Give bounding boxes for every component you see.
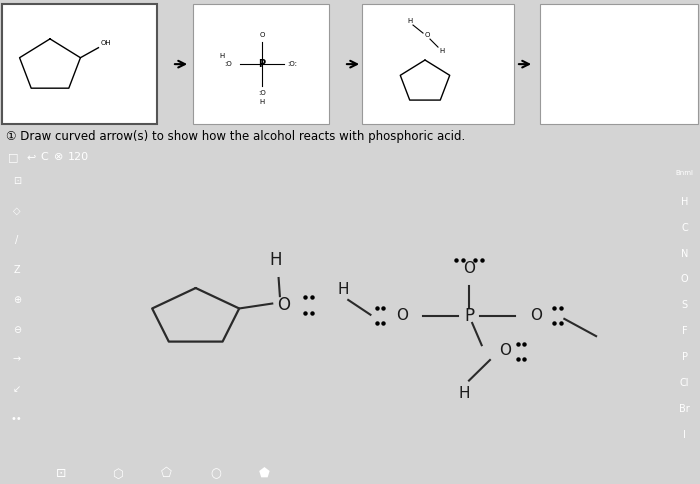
Text: ⬡: ⬡: [112, 468, 123, 480]
Text: P: P: [258, 59, 265, 69]
Text: /: /: [15, 235, 18, 245]
Text: O: O: [463, 261, 475, 276]
Text: O: O: [530, 308, 542, 323]
Text: C: C: [681, 223, 688, 233]
Text: ◇: ◇: [13, 206, 20, 216]
Text: H: H: [458, 385, 470, 400]
Text: O: O: [681, 274, 688, 285]
Text: F: F: [682, 326, 687, 336]
Bar: [540, 4, 698, 124]
Text: □: □: [8, 152, 19, 162]
Text: ••: ••: [11, 414, 22, 424]
Text: ⊕: ⊕: [13, 295, 21, 305]
Text: H: H: [260, 99, 265, 105]
Bar: [362, 4, 514, 124]
Text: H: H: [337, 282, 349, 297]
Text: ⊖: ⊖: [13, 325, 21, 335]
Text: :O: :O: [258, 90, 266, 96]
Text: →: →: [13, 354, 21, 364]
Text: O: O: [499, 344, 511, 359]
Text: Br: Br: [679, 404, 690, 414]
Text: ① Draw curved arrow(s) to show how the alcohol reacts with phosphoric acid.: ① Draw curved arrow(s) to show how the a…: [6, 130, 465, 143]
Text: ⊡: ⊡: [56, 468, 66, 480]
Text: :O:: :O:: [287, 61, 297, 67]
Text: O: O: [259, 32, 265, 38]
Text: O: O: [424, 32, 430, 38]
Text: H: H: [681, 197, 688, 207]
Text: ⬟: ⬟: [259, 468, 270, 480]
Text: H: H: [270, 251, 282, 269]
Text: ○: ○: [210, 468, 221, 480]
Text: H: H: [219, 53, 225, 59]
Text: 120: 120: [68, 152, 89, 162]
Text: OH: OH: [100, 40, 111, 45]
Text: Z: Z: [13, 265, 20, 275]
Text: ⊗: ⊗: [54, 152, 63, 162]
Text: P: P: [464, 306, 474, 325]
Text: ⊡: ⊡: [13, 176, 21, 186]
Text: ↩: ↩: [27, 152, 36, 162]
Text: Cl: Cl: [680, 378, 689, 388]
Text: N: N: [681, 249, 688, 258]
Text: ↙: ↙: [13, 384, 21, 394]
Text: S: S: [682, 301, 687, 310]
Bar: [2, 4, 157, 124]
Text: :O: :O: [224, 61, 232, 67]
Text: Bnml: Bnml: [676, 170, 694, 176]
Text: P: P: [682, 352, 687, 362]
Text: I: I: [683, 430, 686, 440]
Text: O: O: [276, 296, 290, 314]
Text: C: C: [41, 152, 48, 162]
Bar: [193, 4, 329, 124]
Text: ⬠: ⬠: [161, 468, 172, 480]
Text: H: H: [440, 48, 444, 54]
Text: H: H: [407, 18, 412, 24]
Text: O: O: [396, 308, 408, 323]
